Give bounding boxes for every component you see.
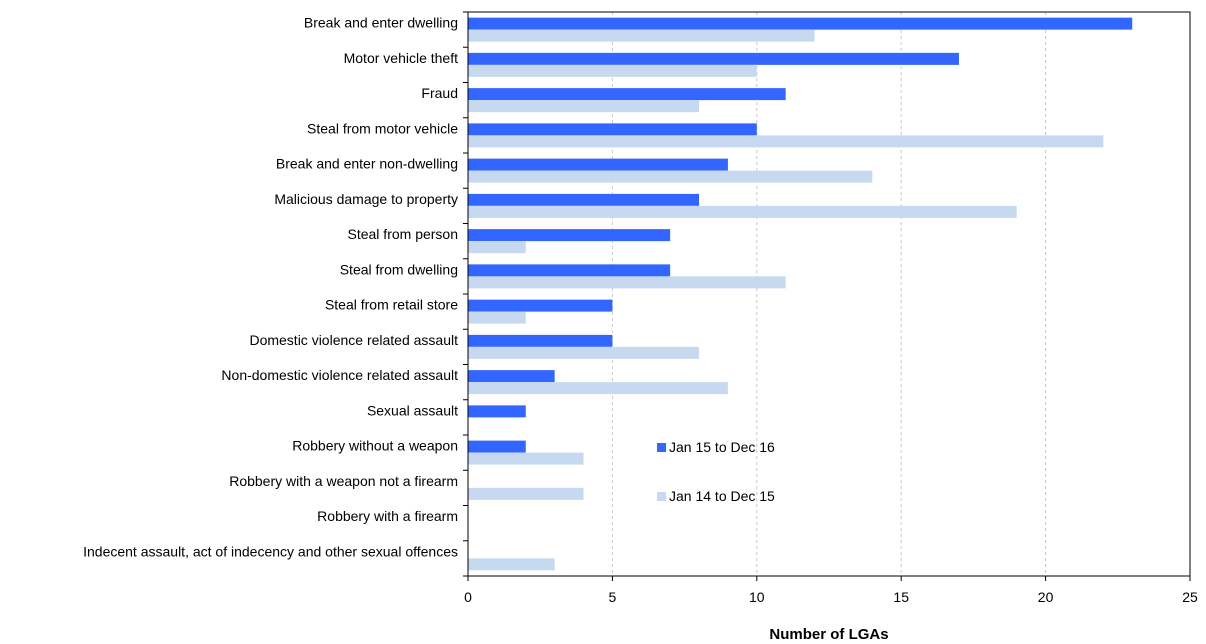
bar-series-1 xyxy=(468,346,700,359)
bar-series-0 xyxy=(468,193,700,206)
x-tick-label: 0 xyxy=(464,589,472,605)
category-label: Robbery without a weapon xyxy=(292,438,458,454)
bar-series-0 xyxy=(468,229,671,242)
bars xyxy=(468,17,1133,571)
bar-series-0 xyxy=(468,88,786,101)
category-label: Break and enter non-dwelling xyxy=(276,156,458,172)
bar-series-0 xyxy=(468,405,526,418)
bar-series-1 xyxy=(468,487,584,500)
category-label: Steal from retail store xyxy=(325,297,458,313)
bar-series-1 xyxy=(468,311,526,324)
category-label: Robbery with a weapon not a firearm xyxy=(229,473,458,489)
x-axis-title: Number of LGAs xyxy=(769,626,888,643)
legend-label-series-1: Jan 14 to Dec 15 xyxy=(669,488,775,504)
category-label: Motor vehicle theft xyxy=(344,50,458,66)
category-label: Malicious damage to property xyxy=(274,191,458,207)
x-tick-label: 10 xyxy=(749,589,765,605)
legend: Jan 15 to Dec 16 Jan 14 to Dec 15 xyxy=(657,439,775,504)
category-label: Robbery with a firearm xyxy=(317,508,458,524)
bar-series-1 xyxy=(468,29,815,42)
x-tick-label: 20 xyxy=(1038,589,1054,605)
bar-series-1 xyxy=(468,64,757,77)
bar-series-0 xyxy=(468,123,757,136)
axes: 0 5 10 15 20 25 xyxy=(463,11,1198,605)
bar-series-0 xyxy=(468,370,555,383)
bar-series-0 xyxy=(468,299,613,312)
category-label: Indecent assault, act of indecency and o… xyxy=(83,543,458,559)
bar-series-0 xyxy=(468,440,526,453)
category-label: Steal from person xyxy=(348,226,459,242)
bar-series-1 xyxy=(468,170,873,183)
bar-series-1 xyxy=(468,558,555,571)
category-label: Fraud xyxy=(421,85,458,101)
bar-series-1 xyxy=(468,135,1104,148)
gridlines xyxy=(611,12,1047,576)
category-label: Steal from motor vehicle xyxy=(307,120,458,136)
bar-series-0 xyxy=(468,52,959,65)
bar-series-1 xyxy=(468,205,1017,218)
category-label: Break and enter dwelling xyxy=(304,15,458,31)
category-label: Non-domestic violence related assault xyxy=(221,367,458,383)
category-label: Steal from dwelling xyxy=(340,261,458,277)
bar-series-0 xyxy=(468,264,671,277)
bar-series-1 xyxy=(468,241,526,254)
bar-series-1 xyxy=(468,276,786,289)
x-tick-label: 25 xyxy=(1182,589,1198,605)
legend-label-series-0: Jan 15 to Dec 16 xyxy=(669,439,775,455)
bar-series-0 xyxy=(468,17,1133,30)
legend-swatch-series-0 xyxy=(657,443,666,452)
category-labels: Break and enter dwelling Motor vehicle th… xyxy=(83,15,458,560)
x-tick-label: 15 xyxy=(893,589,909,605)
bar-series-1 xyxy=(468,100,700,113)
category-label: Sexual assault xyxy=(367,402,458,418)
bar-series-1 xyxy=(468,382,728,395)
bar-series-1 xyxy=(468,452,584,465)
bar-series-0 xyxy=(468,334,613,347)
bar-series-0 xyxy=(468,158,728,171)
legend-swatch-series-1 xyxy=(657,492,666,501)
x-tick-label: 5 xyxy=(609,589,617,605)
category-label: Domestic violence related assault xyxy=(249,332,458,348)
